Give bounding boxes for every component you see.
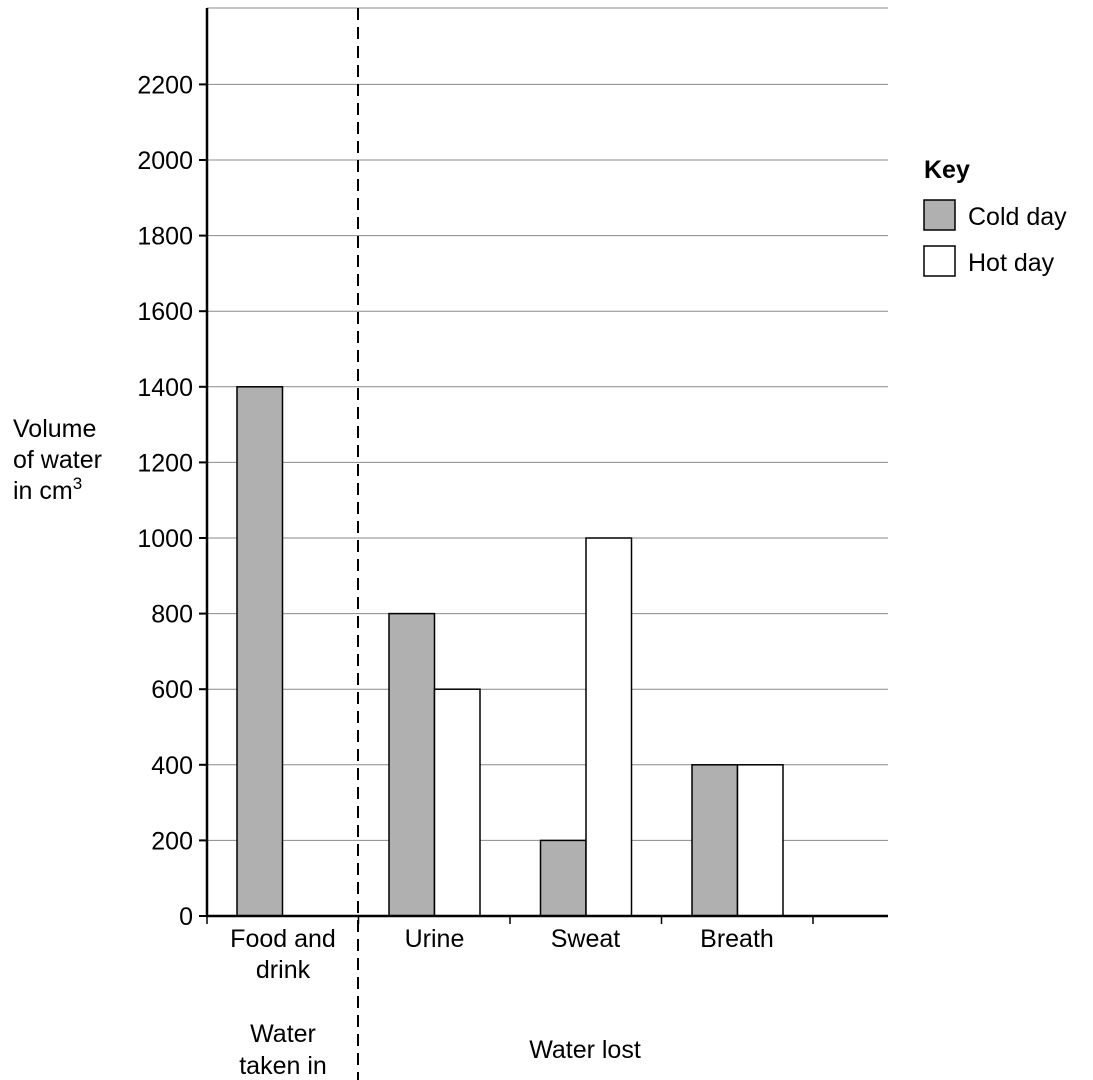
x-category-labels: Food and drink Urine Sweat Breath [230, 925, 774, 984]
legend-title: Key [924, 156, 970, 184]
y-tick-label: 2000 [137, 147, 193, 175]
y-axis-label-text: Volume of water in cm3 [13, 415, 102, 505]
bar [433, 688, 481, 917]
y-tick-label: 400 [151, 752, 193, 780]
bar [691, 764, 739, 917]
legend: Key Cold day Hot day [923, 156, 1067, 277]
x-category-label-line: Urine [405, 925, 465, 953]
y-tick-label: 0 [179, 903, 193, 931]
y-tick-label: 1800 [137, 223, 193, 251]
legend-swatch [923, 199, 956, 231]
y-axis-label-line: Volume [13, 415, 96, 443]
axes [199, 8, 888, 1080]
bar [236, 386, 284, 917]
x-category-label-line: Food and [230, 925, 336, 953]
y-tick-label: 600 [151, 676, 193, 704]
y-tick-label: 800 [151, 601, 193, 629]
y-tick-label: 1400 [137, 374, 193, 402]
y-axis-label-superscript: 3 [73, 474, 82, 493]
legend-swatch [923, 245, 956, 277]
bar [388, 612, 436, 917]
group-label: Water taken in [239, 1020, 327, 1080]
y-tick-label: 1200 [137, 449, 193, 477]
legend-label: Cold day [968, 203, 1067, 231]
x-category-label: Food and drink [230, 925, 336, 984]
legend-label: Hot day [968, 249, 1055, 277]
y-axis-label-line: of water [13, 446, 102, 474]
y-axis-label: Volume of water in cm3 [13, 415, 102, 505]
x-category-label-line: drink [256, 956, 311, 984]
group-label-line: Water lost [529, 1036, 641, 1064]
x-category-label: Urine [405, 925, 465, 953]
bar [539, 839, 587, 917]
y-tick-label: 1000 [137, 525, 193, 553]
x-category-label-line: Breath [700, 925, 774, 953]
y-tick-label: 1600 [137, 298, 193, 326]
y-axis-label-line: in cm [13, 477, 73, 505]
y-tick-label: 200 [151, 827, 193, 855]
bar [736, 764, 784, 917]
bars [236, 386, 784, 917]
group-label: Water lost [529, 1036, 641, 1064]
x-category-label: Sweat [551, 925, 621, 953]
gridlines [207, 7, 888, 841]
group-labels: Water taken in Water lost [239, 1020, 641, 1080]
group-label-line: Water [250, 1020, 316, 1048]
x-category-label-line: Sweat [551, 925, 621, 953]
y-tick-labels: 0 200 400 600 800 1000 1200 1400 1600 1800 2000 220… [137, 71, 193, 931]
y-tick-label: 2200 [137, 71, 193, 99]
bar [585, 537, 633, 917]
x-category-label: Breath [700, 925, 774, 953]
group-label-line: taken in [239, 1052, 327, 1080]
